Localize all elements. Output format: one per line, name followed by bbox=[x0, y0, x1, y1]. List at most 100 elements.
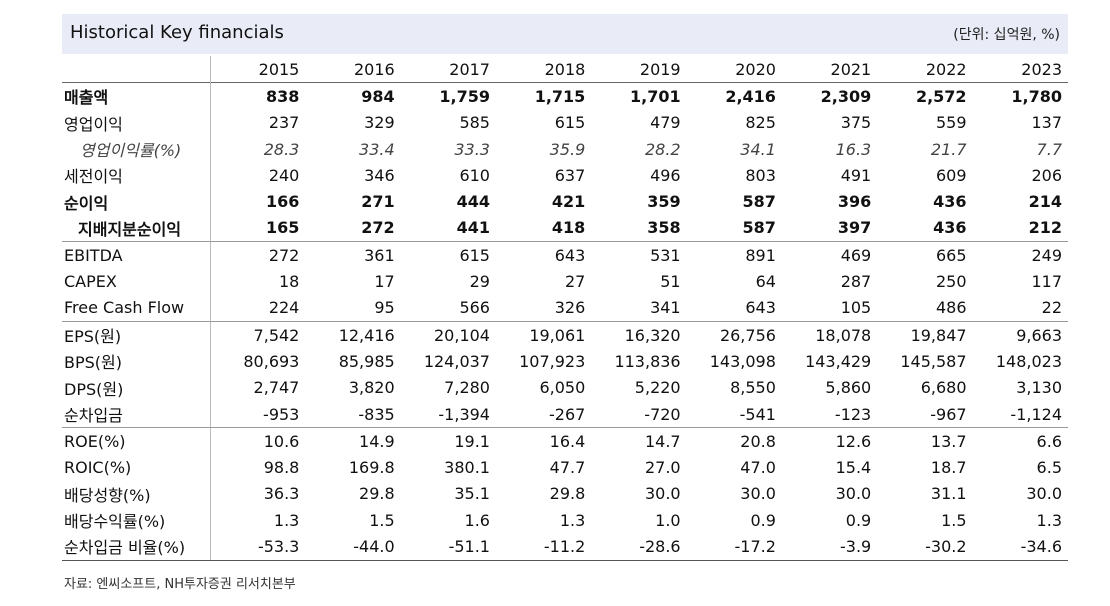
value-cell: 2,416 bbox=[725, 86, 776, 106]
value-cell: 3,820 bbox=[348, 378, 395, 398]
row-label: 세전이익 bbox=[62, 162, 211, 189]
value-cell: 30.0 bbox=[1026, 484, 1062, 504]
value-cell: 615 bbox=[554, 113, 586, 133]
row-label: BPS(원) bbox=[62, 348, 211, 375]
value-cell: -11.2 bbox=[495, 533, 592, 561]
value-cell: 148,023 bbox=[995, 351, 1062, 371]
value-cell: 7,280 bbox=[444, 378, 490, 398]
year-header-row: 2015 2016 2017 2018 2019 2020 2021 2022 2023 bbox=[62, 56, 1068, 83]
value-cell: 803 bbox=[745, 165, 776, 185]
value-cell: -720 bbox=[591, 400, 687, 429]
value-cell: 237 bbox=[268, 113, 300, 133]
value-cell: 491 bbox=[840, 165, 872, 185]
table-row: ROE(%) 10.6 14.9 19.1 16.4 14.7 20.8 12.6 13.7 6.… bbox=[62, 427, 1068, 455]
value-cell: 35.1 bbox=[454, 484, 490, 504]
value-cell: 329 bbox=[364, 113, 395, 133]
table-row: 순차입금 -953 -835 -1,394 -267 -720 -541 -123 -967 -1… bbox=[62, 400, 1068, 429]
table-title: Historical Key financials bbox=[70, 22, 284, 43]
value-cell: 19.1 bbox=[454, 431, 490, 451]
table-row: 영업이익 237 329 585 615 479 825 375 559 137 bbox=[62, 109, 1068, 136]
value-cell: 28.2 bbox=[644, 139, 681, 159]
value-cell: 16.4 bbox=[549, 431, 586, 451]
value-cell: 224 bbox=[210, 294, 306, 322]
table-row: 순이익 166 271 444 421 359 587 396 436 214 bbox=[62, 188, 1068, 215]
value-cell: 12,416 bbox=[338, 325, 395, 345]
year-header-2018: 2018 bbox=[544, 59, 586, 79]
table-row: 배당성향(%) 36.3 29.8 35.1 29.8 30.0 30.0 30.0 31.1 3… bbox=[62, 480, 1068, 508]
row-label: Free Cash Flow bbox=[62, 294, 211, 322]
value-cell: 137 bbox=[1031, 113, 1062, 133]
value-cell: 30.0 bbox=[644, 484, 681, 504]
table-row: 세전이익 240 346 610 637 496 803 491 609 206 bbox=[62, 162, 1068, 189]
value-cell: -17.2 bbox=[686, 533, 782, 561]
value-cell: 169.8 bbox=[348, 458, 395, 478]
value-cell: 33.3 bbox=[454, 139, 490, 159]
value-cell: -953 bbox=[210, 400, 306, 429]
value-cell: -1,124 bbox=[972, 400, 1068, 429]
table-row: EPS(원) 7,542 12,416 20,104 19,061 16,320 26,75… bbox=[62, 321, 1068, 349]
year-header-2017: 2017 bbox=[449, 59, 490, 79]
value-cell: 3,130 bbox=[1016, 378, 1062, 398]
value-cell: 16.3 bbox=[835, 139, 872, 159]
value-cell: 346 bbox=[364, 165, 395, 185]
value-cell: 984 bbox=[361, 86, 395, 106]
value-cell: 444 bbox=[456, 192, 490, 212]
table-row: 순차입금 비율(%) -53.3 -44.0 -51.1 -11.2 -28.6 -17.2… bbox=[62, 533, 1068, 561]
value-cell: 566 bbox=[400, 294, 496, 322]
row-label: CAPEX bbox=[62, 268, 211, 295]
unit-label: (단위: 십억원, %) bbox=[953, 27, 1060, 43]
value-cell: 47.0 bbox=[740, 458, 776, 478]
value-cell: 486 bbox=[877, 294, 973, 322]
value-cell: 0.9 bbox=[845, 510, 872, 530]
table-row: 영업이익률(%) 28.3 33.4 33.3 35.9 28.2 34.1 16.3 21.7… bbox=[62, 135, 1068, 163]
row-label: ROIC(%) bbox=[62, 454, 211, 481]
value-cell: 587 bbox=[742, 192, 776, 212]
value-cell: 64 bbox=[755, 272, 776, 292]
row-label: 순차입금 비율(%) bbox=[62, 533, 211, 561]
value-cell: 145,587 bbox=[900, 351, 967, 371]
year-header-2023: 2023 bbox=[1021, 59, 1062, 79]
value-cell: 1.6 bbox=[464, 510, 490, 530]
value-cell: 95 bbox=[305, 294, 401, 322]
value-cell: -28.6 bbox=[591, 533, 687, 561]
corner-cell bbox=[62, 56, 211, 83]
value-cell: 206 bbox=[1031, 165, 1062, 185]
value-cell: 891 bbox=[745, 245, 776, 265]
value-cell: 361 bbox=[364, 245, 395, 265]
row-label: 순차입금 bbox=[62, 400, 211, 429]
value-cell: 19,061 bbox=[529, 325, 586, 345]
row-label: 매출액 bbox=[62, 82, 211, 110]
value-cell: 287 bbox=[840, 272, 872, 292]
table-row: 지배지분순이익 165 272 441 418 358 587 397 436 212 bbox=[62, 214, 1068, 243]
year-header-2016: 2016 bbox=[353, 59, 395, 79]
value-cell: 341 bbox=[591, 294, 687, 322]
value-cell: -123 bbox=[781, 400, 878, 429]
value-cell: 421 bbox=[551, 192, 586, 212]
value-cell: 105 bbox=[781, 294, 878, 322]
table-body: 매출액 838 984 1,759 1,715 1,701 2,416 2,309 2,572 1… bbox=[62, 82, 1068, 561]
value-cell: 5,220 bbox=[634, 378, 681, 398]
value-cell: 1,701 bbox=[630, 86, 681, 106]
value-cell: 5,860 bbox=[825, 378, 872, 398]
value-cell: 1.5 bbox=[941, 510, 967, 530]
value-cell: 375 bbox=[840, 113, 872, 133]
value-cell: 2,572 bbox=[915, 86, 967, 106]
value-cell: 28.3 bbox=[263, 139, 300, 159]
value-cell: 249 bbox=[1031, 245, 1062, 265]
value-cell: 272 bbox=[268, 245, 300, 265]
value-cell: 609 bbox=[936, 165, 967, 185]
value-cell: 380.1 bbox=[444, 458, 490, 478]
value-cell: 22 bbox=[972, 294, 1068, 322]
value-cell: 615 bbox=[459, 245, 490, 265]
value-cell: 143,429 bbox=[805, 351, 872, 371]
value-cell: 1.5 bbox=[369, 510, 395, 530]
value-cell: 469 bbox=[840, 245, 872, 265]
value-cell: 17 bbox=[374, 272, 395, 292]
value-cell: 29 bbox=[469, 272, 490, 292]
value-cell: 124,037 bbox=[423, 351, 490, 371]
value-cell: 30.0 bbox=[740, 484, 776, 504]
table-row: ROIC(%) 98.8 169.8 380.1 47.7 27.0 47.0 15.4 18.… bbox=[62, 454, 1068, 481]
table-row: CAPEX 18 17 29 27 51 64 287 250 117 bbox=[62, 268, 1068, 295]
value-cell: 250 bbox=[936, 272, 967, 292]
table-row: 배당수익률(%) 1.3 1.5 1.6 1.3 1.0 0.9 0.9 1.5 1.3 bbox=[62, 507, 1068, 534]
